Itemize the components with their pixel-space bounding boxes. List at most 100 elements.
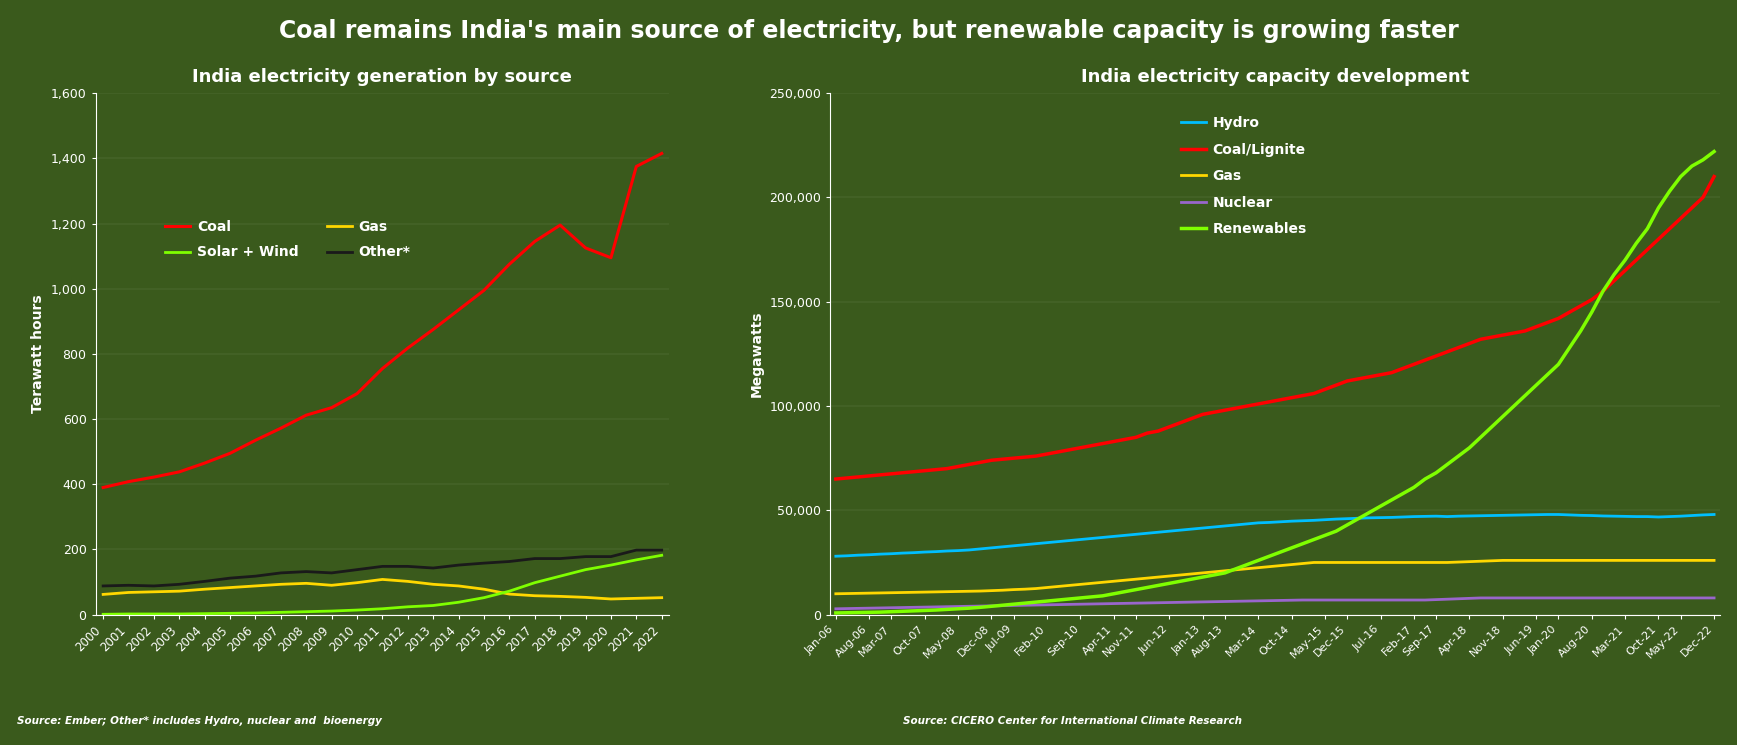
Gas	[92, 590, 113, 599]
Text: Coal remains India's main source of electricity, but renewable capacity is growi: Coal remains India's main source of elec…	[278, 19, 1459, 42]
Coal	[219, 448, 240, 457]
Other*	[549, 554, 570, 563]
Solar + Wind	[601, 560, 622, 569]
Line: Gas: Gas	[835, 560, 1714, 594]
Renewables	[1426, 469, 1447, 478]
Coal/Lignite	[1704, 172, 1725, 181]
Line: Hydro: Hydro	[835, 515, 1714, 557]
Other*	[118, 581, 139, 590]
Nuclear	[825, 604, 846, 613]
Solar + Wind	[372, 604, 393, 613]
Nuclear	[1470, 594, 1490, 603]
Coal	[195, 459, 215, 468]
Coal	[625, 162, 646, 171]
Renewables	[1704, 147, 1725, 156]
Other*	[219, 574, 240, 583]
Coal/Lignite	[1393, 364, 1414, 373]
Line: Solar + Wind: Solar + Wind	[102, 555, 662, 615]
Line: Nuclear: Nuclear	[835, 598, 1714, 609]
Solar + Wind	[347, 606, 368, 615]
Other*	[448, 560, 469, 569]
Coal	[549, 221, 570, 229]
Solar + Wind	[168, 609, 189, 618]
Nuclear	[1615, 594, 1636, 603]
Nuclear	[1426, 595, 1447, 604]
Gas	[347, 578, 368, 587]
Gas	[118, 588, 139, 597]
Y-axis label: Terawatt hours: Terawatt hours	[31, 294, 45, 413]
Other*	[347, 565, 368, 574]
Nuclear	[1348, 595, 1369, 604]
Other*	[144, 581, 165, 590]
Y-axis label: Megawatts: Megawatts	[750, 311, 764, 397]
Other*	[575, 552, 596, 561]
Hydro	[1704, 510, 1725, 519]
Solar + Wind	[651, 551, 672, 559]
Other*	[499, 557, 519, 566]
Other*	[195, 577, 215, 586]
Gas	[1214, 566, 1235, 575]
Gas	[372, 575, 393, 584]
Other*	[651, 545, 672, 554]
Hydro	[1426, 512, 1447, 521]
Other*	[372, 562, 393, 571]
Gas	[168, 587, 189, 596]
Hydro	[1615, 512, 1636, 521]
Other*	[525, 554, 545, 563]
Coal	[271, 424, 292, 433]
Coal	[448, 305, 469, 314]
Coal	[474, 286, 495, 295]
Gas	[1358, 558, 1379, 567]
Other*	[474, 559, 495, 568]
Nuclear	[1214, 597, 1235, 606]
Gas	[1492, 556, 1513, 565]
Solar + Wind	[92, 610, 113, 619]
Coal	[118, 478, 139, 486]
Line: Other*: Other*	[102, 550, 662, 586]
Legend: Hydro, Coal/Lignite, Gas, Nuclear, Renewables: Hydro, Coal/Lignite, Gas, Nuclear, Renew…	[1176, 110, 1313, 241]
Coal	[422, 325, 443, 334]
Other*	[625, 545, 646, 554]
Gas	[1348, 558, 1369, 567]
Coal	[398, 343, 419, 352]
Hydro	[825, 552, 846, 561]
Nuclear	[1393, 595, 1414, 604]
Gas	[499, 589, 519, 598]
Text: Source: CICERO Center for International Climate Research: Source: CICERO Center for International …	[903, 717, 1242, 726]
Renewables	[1603, 270, 1624, 279]
Text: Source: Ember; Other* includes Hydro, nuclear and  bioenergy: Source: Ember; Other* includes Hydro, nu…	[17, 717, 382, 726]
Gas	[195, 585, 215, 594]
Renewables	[1358, 508, 1379, 517]
Gas	[1704, 556, 1725, 565]
Line: Gas: Gas	[102, 580, 662, 599]
Solar + Wind	[549, 571, 570, 580]
Coal	[499, 260, 519, 269]
Solar + Wind	[448, 597, 469, 606]
Gas	[321, 581, 342, 590]
Nuclear	[1358, 595, 1379, 604]
Other*	[245, 571, 266, 580]
Nuclear	[1704, 594, 1725, 603]
Renewables	[1214, 568, 1235, 577]
Gas	[144, 587, 165, 596]
Solar + Wind	[575, 565, 596, 574]
Solar + Wind	[118, 609, 139, 618]
Hydro	[1348, 514, 1369, 523]
Gas	[474, 585, 495, 594]
Coal/Lignite	[1426, 352, 1447, 361]
Solar + Wind	[321, 606, 342, 615]
Coal	[144, 472, 165, 481]
Coal/Lignite	[1603, 276, 1624, 285]
Gas	[422, 580, 443, 589]
Coal	[525, 237, 545, 246]
Other*	[321, 568, 342, 577]
Renewables	[825, 609, 846, 618]
Coal	[372, 364, 393, 373]
Coal/Lignite	[825, 475, 846, 484]
Solar + Wind	[398, 602, 419, 611]
Coal/Lignite	[1214, 406, 1235, 415]
Other*	[422, 563, 443, 572]
Gas	[295, 579, 316, 588]
Renewables	[1393, 489, 1414, 498]
Gas	[1393, 558, 1414, 567]
